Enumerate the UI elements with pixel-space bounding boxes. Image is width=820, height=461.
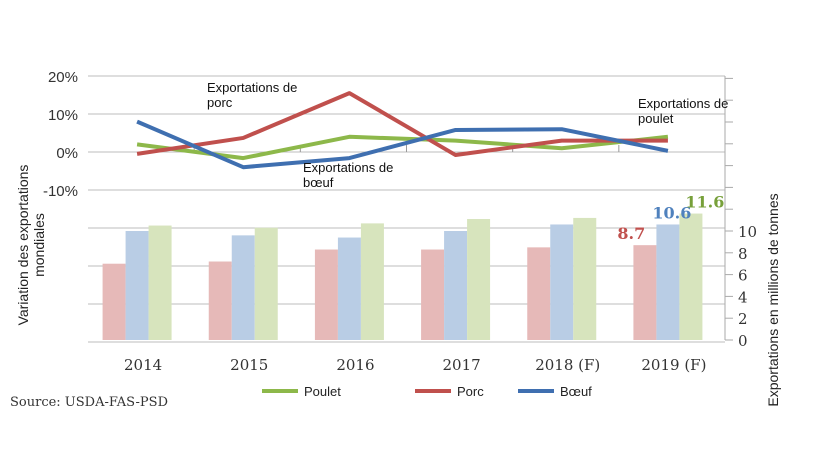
x-tick-label: 2015 [230, 356, 268, 374]
legend-label: Bœuf [560, 384, 592, 399]
left-tick-label: 0% [56, 145, 78, 162]
right-tick-label: 8 [738, 245, 748, 263]
line-bœuf [136, 119, 669, 170]
data-label: 10.6 [652, 203, 691, 222]
x-tick-label: 2018 (F) [535, 356, 600, 374]
bar-bœuf [337, 237, 361, 340]
bar-porc [421, 249, 445, 340]
bar-bœuf [231, 235, 255, 340]
annotation: poulet [638, 111, 674, 126]
bar-poulet [679, 213, 703, 340]
annotation: bœuf [303, 175, 334, 190]
left-tick-label: -10% [43, 183, 78, 200]
right-tick-label: 10 [738, 223, 757, 241]
left-axis-title-line2: mondiales [31, 213, 47, 277]
legend-label: Poulet [304, 384, 341, 399]
bar-porc [527, 247, 551, 340]
bar-bœuf [125, 231, 149, 340]
bar-porc [208, 261, 232, 340]
x-tick-label: 2017 [442, 356, 480, 374]
x-tick-label: 2014 [124, 356, 162, 374]
x-tick-label: 2016 [336, 356, 374, 374]
bar-porc [633, 245, 657, 340]
data-label: 11.6 [685, 193, 724, 212]
source-note: Source: USDA-FAS-PSD [10, 395, 168, 410]
right-tick-label: 6 [738, 267, 748, 285]
bar-poulet [360, 223, 384, 340]
annotation: porc [207, 95, 233, 110]
annotation: Exportations de [303, 160, 393, 175]
right-tick-label: 2 [738, 310, 748, 328]
line-poulet [136, 134, 669, 161]
annotation: Exportations de [638, 96, 728, 111]
annotation: Exportations de [207, 80, 297, 95]
left-tick-label: 20% [48, 69, 78, 86]
bar-poulet [148, 225, 172, 340]
right-tick-label: 4 [738, 288, 748, 306]
right-axis-title: Exportations en millions de tonnes [765, 193, 781, 406]
bar-poulet [467, 219, 491, 340]
bar-bœuf [656, 224, 680, 340]
line-porc [136, 91, 668, 158]
right-tick-label: 0 [738, 332, 748, 350]
left-tick-label: 10% [48, 107, 78, 124]
legend-label: Porc [457, 384, 484, 399]
bar-porc [102, 263, 126, 340]
x-tick-label: 2019 (F) [641, 356, 706, 374]
bar-poulet [254, 227, 278, 340]
bar-bœuf [444, 231, 468, 340]
bar-bœuf [550, 224, 574, 340]
data-label: 8.7 [617, 224, 645, 243]
left-axis-title-line1: Variation des exportations [15, 165, 31, 326]
bar-porc [314, 249, 338, 340]
bar-poulet [573, 217, 597, 340]
